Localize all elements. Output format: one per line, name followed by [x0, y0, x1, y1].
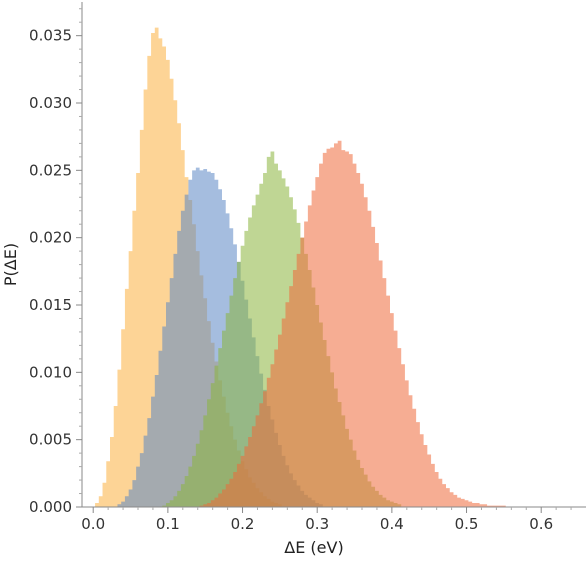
y-tick-label: 0.025 [29, 161, 72, 179]
x-tick-label: 0.5 [455, 515, 479, 533]
x-tick-label: 0.1 [156, 515, 180, 533]
x-ticks: 0.0 0.1 0.2 0.3 0.4 0.5 0.6 [81, 507, 572, 533]
y-axis-title: P(ΔE) [1, 243, 20, 286]
y-tick-label: 0.020 [29, 229, 72, 247]
series-layer [95, 27, 506, 508]
y-tick-label: 0.010 [29, 363, 72, 381]
x-tick-label: 0.6 [529, 515, 553, 533]
y-tick-label: 0.005 [29, 431, 72, 449]
y-tick-label: 0.030 [29, 94, 72, 112]
x-tick-label: 0.2 [231, 515, 255, 533]
y-tick-label: 0.000 [29, 498, 72, 516]
y-ticks: 0.000 0.005 0.010 0.015 0.020 0.025 0.030 0.035 [29, 8, 82, 516]
y-tick-label: 0.035 [29, 27, 72, 45]
x-axis-title: ΔE (eV) [284, 538, 343, 557]
x-tick-label: 0.3 [305, 515, 329, 533]
axes [81, 2, 586, 508]
x-tick-label: 0.0 [81, 515, 105, 533]
y-tick-label: 0.015 [29, 296, 72, 314]
histogram-series-4 [199, 140, 506, 507]
x-tick-label: 0.4 [380, 515, 404, 533]
